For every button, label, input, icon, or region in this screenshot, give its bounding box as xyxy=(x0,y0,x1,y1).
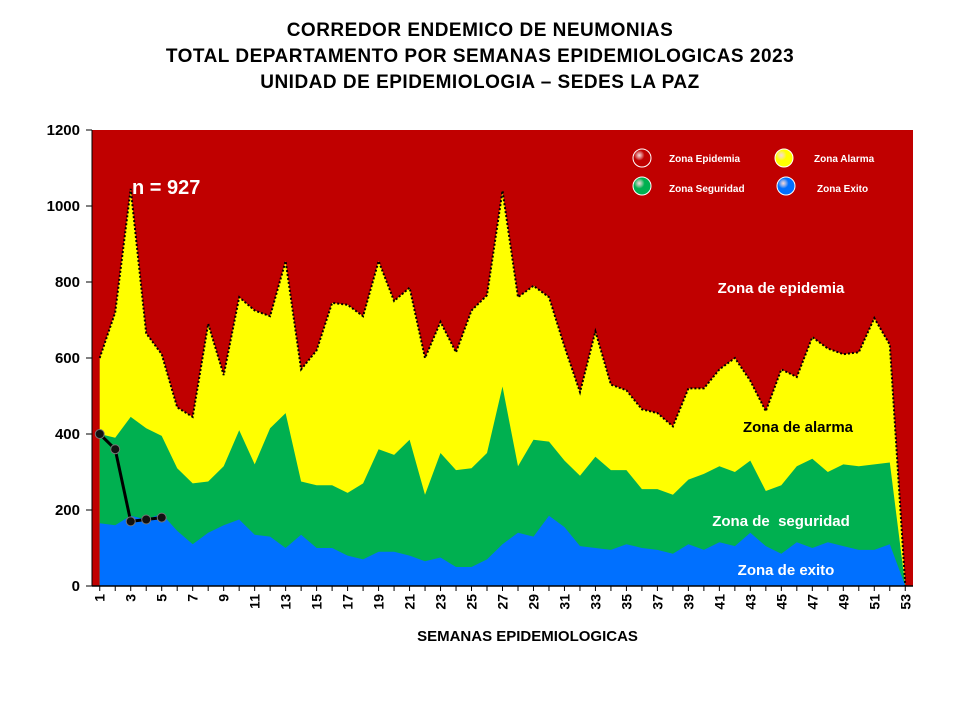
x-tick-label: 11 xyxy=(247,594,263,609)
x-tick-label: 47 xyxy=(804,594,820,610)
case-point xyxy=(125,516,136,527)
y-tick-label: 1000 xyxy=(47,198,80,215)
y-tick-label: 400 xyxy=(55,426,80,443)
x-tick-label: 41 xyxy=(711,594,727,610)
zone-label: Zona de seguridad xyxy=(712,513,850,530)
case-point xyxy=(156,512,167,523)
case-point xyxy=(94,429,105,439)
x-tick-label: 43 xyxy=(742,594,758,610)
x-tick-label: 17 xyxy=(340,594,356,610)
x-tick-label: 45 xyxy=(773,594,789,610)
legend-marker-seguridad xyxy=(632,176,652,196)
x-tick-label: 49 xyxy=(835,594,851,610)
x-tick-label: 35 xyxy=(618,594,634,610)
x-tick-label: 21 xyxy=(402,594,418,610)
x-tick-label: 9 xyxy=(216,594,232,602)
case-point xyxy=(141,514,152,525)
x-tick-label: 23 xyxy=(433,594,449,610)
y-tick-label: 800 xyxy=(55,274,80,291)
x-tick-label: 31 xyxy=(556,594,572,610)
x-tick-label: 13 xyxy=(278,594,294,610)
legend-label: Zona Alarma xyxy=(814,154,875,165)
x-tick-label: 3 xyxy=(123,594,139,602)
title-line-1: CORREDOR ENDEMICO DE NEUMONIAS xyxy=(286,20,674,41)
y-tick-label: 200 xyxy=(55,502,80,519)
x-tick-label: 51 xyxy=(866,594,882,610)
x-axis-label: SEMANAS EPIDEMIOLOGICAS xyxy=(417,628,638,645)
x-tick-label: 1 xyxy=(92,594,108,602)
legend-marker-exito xyxy=(776,176,796,196)
y-tick-label: 1200 xyxy=(47,122,80,139)
y-tick-label: 0 xyxy=(72,578,80,595)
x-tick-label: 15 xyxy=(309,594,325,610)
x-tick-label: 27 xyxy=(495,594,511,610)
zone-label: Zona de alarma xyxy=(743,419,854,436)
title-line-2: TOTAL DEPARTAMENTO POR SEMANAS EPIDEMIOL… xyxy=(165,46,795,67)
x-tick-label: 25 xyxy=(464,594,480,610)
x-tick-label: 29 xyxy=(525,594,541,610)
n-annotation: n = 927 xyxy=(132,177,200,199)
chart-title: CORREDOR ENDEMICO DE NEUMONIAS TOTAL DEP… xyxy=(0,18,960,96)
x-tick-label: 5 xyxy=(154,594,170,602)
legend-label: Zona Seguridad xyxy=(669,184,745,195)
x-tick-label: 19 xyxy=(371,594,387,610)
case-point xyxy=(110,444,121,455)
legend-marker-alarma xyxy=(774,148,794,168)
area-exito xyxy=(99,513,906,586)
alarma-boundary-line xyxy=(98,188,907,587)
x-tick-label: 7 xyxy=(185,594,201,602)
legend-label: Zona Epidemia xyxy=(669,154,741,165)
legend-label: Zona Exito xyxy=(817,184,868,195)
x-tick-label: 53 xyxy=(897,594,913,610)
zone-label: Zona de exito xyxy=(738,562,835,579)
x-tick-label: 33 xyxy=(587,594,603,610)
title-line-3: UNIDAD DE EPIDEMIOLOGIA – SEDES LA PAZ xyxy=(260,72,700,93)
zone-label: Zona de epidemia xyxy=(718,280,845,297)
x-tick-label: 39 xyxy=(680,594,696,610)
x-tick-label: 37 xyxy=(649,594,665,610)
legend-marker-epidemia xyxy=(632,148,652,168)
y-tick-label: 600 xyxy=(55,350,80,367)
